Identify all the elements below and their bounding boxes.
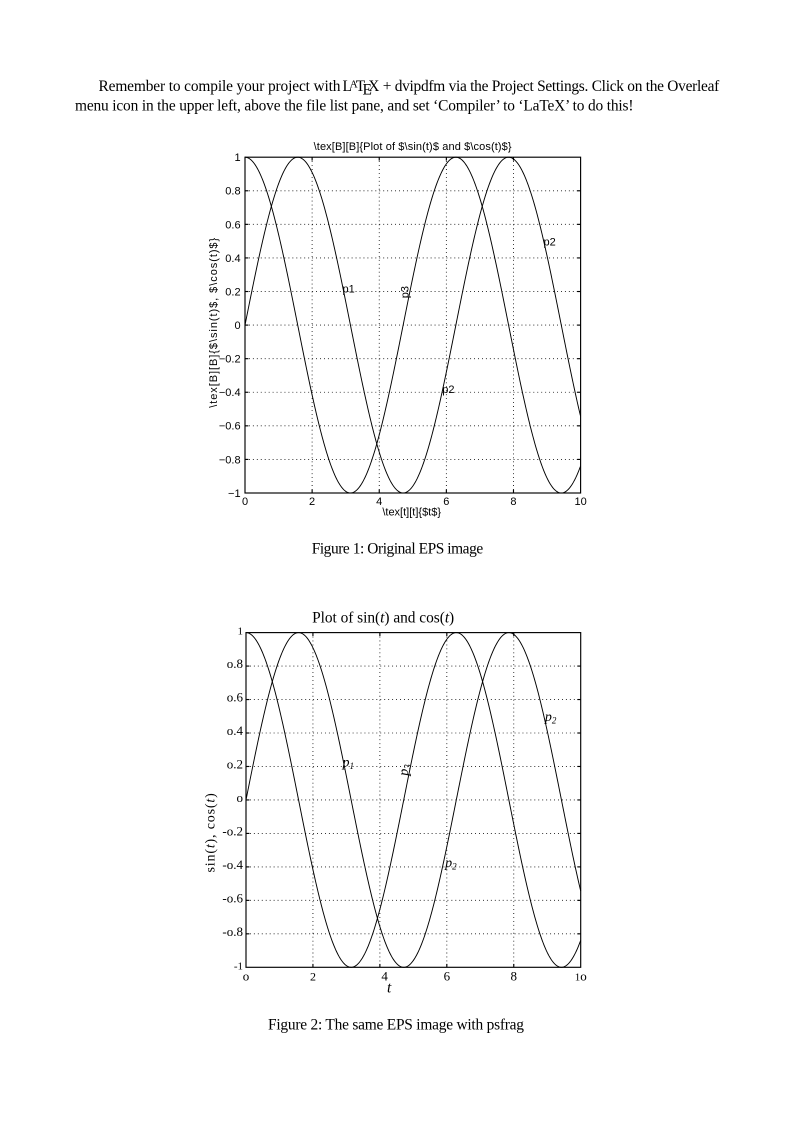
svg-text:Figure 1: Original EPS image: Figure 1: Original EPS image (312, 541, 484, 558)
svg-text:\tex[B][B]{Plot of $\sin(t)$ a: \tex[B][B]{Plot of $\sin(t)$ and $\cos(t… (314, 141, 512, 153)
svg-text:0.6: 0.6 (225, 219, 240, 231)
svg-text:A: A (350, 78, 358, 90)
svg-text:-1: -1 (234, 960, 243, 972)
svg-text:p2: p2 (544, 236, 556, 248)
svg-text:2: 2 (310, 970, 316, 984)
svg-text:1: 1 (238, 626, 244, 638)
svg-text:0.8: 0.8 (225, 186, 240, 198)
svg-text:Remember to compile your proje: Remember to compile your project with (99, 78, 341, 95)
svg-text:t: t (387, 980, 392, 997)
svg-text:o: o (237, 790, 244, 805)
svg-text:\tex[B][B]{$\sin(t)$, $\cos(t): \tex[B][B]{$\sin(t)$, $\cos(t)$} (208, 237, 220, 407)
svg-text:p3: p3 (397, 764, 413, 777)
svg-text:0: 0 (242, 496, 248, 508)
svg-text:-o.6: -o.6 (222, 890, 243, 905)
svg-text:0: 0 (234, 320, 240, 332)
svg-text:L: L (343, 78, 352, 95)
svg-text:E: E (363, 82, 372, 99)
svg-text:menu icon in the upper left, a: menu icon in the upper left, above the f… (75, 97, 634, 114)
svg-text:−0.2: −0.2 (219, 354, 241, 366)
svg-text:−0.6: −0.6 (219, 421, 241, 433)
svg-text:−0.8: −0.8 (219, 454, 241, 466)
svg-text:p1: p1 (343, 284, 355, 296)
svg-text:o.2: o.2 (227, 756, 243, 771)
svg-text:2: 2 (309, 496, 315, 508)
svg-text:−0.4: −0.4 (219, 387, 241, 399)
svg-text:o: o (243, 969, 250, 984)
svg-text:Plot of sin(t) and cos(t): Plot of sin(t) and cos(t) (312, 610, 454, 627)
svg-text:p2: p2 (444, 856, 457, 872)
svg-text:sin(t), cos(t): sin(t), cos(t) (203, 793, 218, 873)
svg-text:1: 1 (234, 152, 240, 164)
svg-text:p3: p3 (400, 286, 412, 298)
svg-text:10: 10 (574, 496, 586, 508)
svg-text:-o.8: -o.8 (222, 924, 243, 939)
svg-text:1o: 1o (575, 969, 587, 984)
svg-text:8: 8 (510, 496, 516, 508)
svg-text:6: 6 (443, 496, 449, 508)
svg-text:−1: −1 (228, 488, 241, 500)
svg-text:p1: p1 (342, 756, 355, 772)
svg-text:-o.2: -o.2 (222, 823, 243, 838)
svg-text:\tex[t][t]{$t$}: \tex[t][t]{$t$} (382, 506, 441, 518)
svg-text:4: 4 (381, 969, 388, 984)
svg-text:p2: p2 (544, 710, 557, 726)
svg-text:o.6: o.6 (227, 690, 244, 705)
svg-text:T: T (356, 78, 366, 95)
svg-text:-o.4: -o.4 (222, 857, 243, 872)
svg-text:4: 4 (376, 496, 382, 508)
svg-text:8: 8 (511, 969, 518, 984)
svg-text:0.2: 0.2 (225, 286, 240, 298)
svg-text:p2: p2 (442, 384, 454, 396)
svg-text:o.8: o.8 (227, 656, 243, 671)
svg-text:o.4: o.4 (227, 723, 244, 738)
svg-text:0.4: 0.4 (225, 253, 240, 265)
svg-text:6: 6 (444, 969, 451, 984)
svg-text:X: X (368, 78, 379, 95)
svg-text:Figure 2: The same EPS image w: Figure 2: The same EPS image with psfrag (268, 1016, 524, 1033)
svg-text:+ dvipdfm via the Project Sett: + dvipdfm via the Project Settings. Clic… (383, 78, 720, 95)
